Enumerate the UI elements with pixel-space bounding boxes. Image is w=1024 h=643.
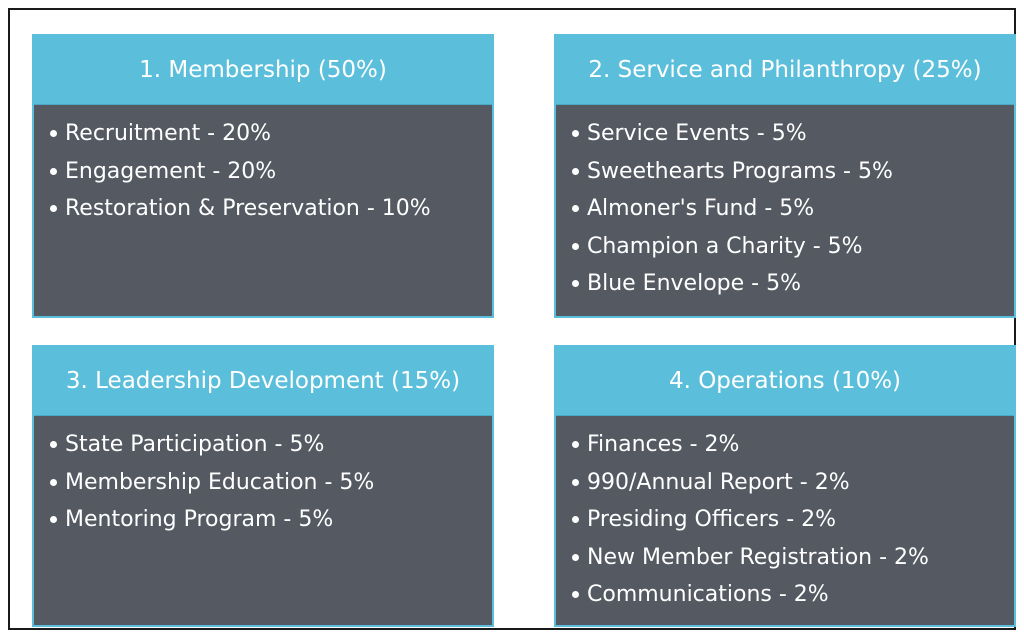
item-label: Service Events - 5% — [587, 121, 807, 146]
diagram-frame: 1. Membership (50%) Recruitment - 20% En… — [8, 8, 1016, 630]
bullet-icon — [572, 242, 579, 250]
item-label: Restoration & Preservation - 10% — [65, 196, 431, 221]
panel-title: 1. Membership (50%) — [34, 36, 492, 105]
list-item: State Participation - 5% — [50, 426, 492, 464]
item-label: Mentoring Program - 5% — [65, 507, 334, 532]
list-item: Champion a Charity - 5% — [572, 228, 1014, 266]
panel-items: Recruitment - 20% Engagement - 20% Resto… — [34, 105, 492, 228]
list-item: Almoner's Fund - 5% — [572, 190, 1014, 228]
bullet-icon — [572, 167, 579, 175]
panel-title: 4. Operations (10%) — [556, 347, 1014, 416]
item-label: State Participation - 5% — [65, 432, 325, 457]
item-label: 990/Annual Report - 2% — [587, 469, 850, 495]
panel-operations: 4. Operations (10%) Finances - 2% 990/An… — [554, 345, 1016, 627]
list-item: Membership Education - 5% — [50, 464, 492, 502]
list-item: Presiding Officers - 2% — [572, 501, 1014, 539]
bullet-icon — [572, 280, 579, 288]
list-item: Finances - 2% — [572, 426, 1014, 464]
item-label: Champion a Charity - 5% — [587, 233, 863, 259]
panel-title: 2. Service and Philanthropy (25%) — [556, 36, 1014, 105]
bullet-icon — [50, 167, 57, 175]
list-item: Service Events - 5% — [572, 115, 1014, 153]
item-label: Engagement - 20% — [65, 158, 277, 184]
panel-items: Finances - 2% 990/Annual Report - 2% Pre… — [556, 416, 1014, 614]
item-label: Sweethearts Programs - 5% — [587, 158, 893, 184]
list-item: Engagement - 20% — [50, 153, 492, 191]
item-label: Communications - 2% — [587, 582, 829, 607]
panel-items: State Participation - 5% Membership Educ… — [34, 416, 492, 539]
item-label: Membership Education - 5% — [65, 469, 375, 495]
bullet-icon — [572, 205, 579, 213]
bullet-icon — [50, 478, 57, 486]
list-item: New Member Registration - 2% — [572, 539, 1014, 577]
bullet-icon — [50, 130, 57, 138]
list-item: Communications - 2% — [572, 576, 1014, 614]
item-label: Finances - 2% — [587, 432, 740, 457]
bullet-icon — [572, 516, 579, 524]
bullet-icon — [572, 130, 579, 138]
panel-membership: 1. Membership (50%) Recruitment - 20% En… — [32, 34, 494, 318]
list-item: Recruitment - 20% — [50, 115, 492, 153]
panel-items: Service Events - 5% Sweethearts Programs… — [556, 105, 1014, 303]
bullet-icon — [572, 478, 579, 486]
bullet-icon — [572, 441, 579, 449]
bullet-icon — [50, 516, 57, 524]
item-label: Presiding Officers - 2% — [587, 507, 837, 532]
panel-service-philanthropy: 2. Service and Philanthropy (25%) Servic… — [554, 34, 1016, 318]
list-item: Mentoring Program - 5% — [50, 501, 492, 539]
item-label: Blue Envelope - 5% — [587, 271, 801, 296]
list-item: Restoration & Preservation - 10% — [50, 190, 492, 228]
bullet-icon — [50, 441, 57, 449]
panel-title: 3. Leadership Development (15%) — [34, 347, 492, 416]
list-item: 990/Annual Report - 2% — [572, 464, 1014, 502]
panel-leadership-development: 3. Leadership Development (15%) State Pa… — [32, 345, 494, 627]
list-item: Blue Envelope - 5% — [572, 265, 1014, 303]
bullet-icon — [572, 591, 579, 599]
bullet-icon — [572, 553, 579, 561]
item-label: Almoner's Fund - 5% — [587, 196, 815, 221]
bullet-icon — [50, 205, 57, 213]
list-item: Sweethearts Programs - 5% — [572, 153, 1014, 191]
item-label: New Member Registration - 2% — [587, 544, 929, 570]
item-label: Recruitment - 20% — [65, 121, 272, 146]
